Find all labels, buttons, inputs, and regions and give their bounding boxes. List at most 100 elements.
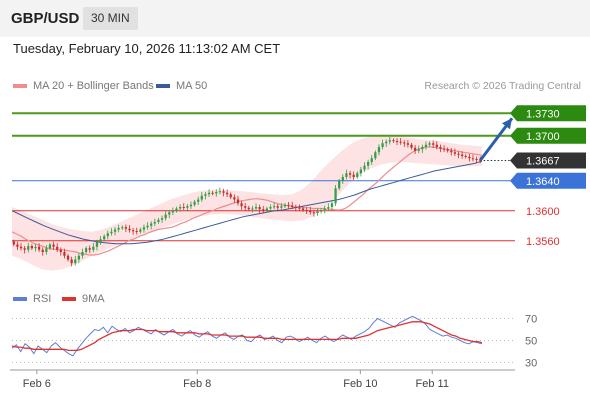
candle-body [468, 156, 471, 159]
candle-body [413, 147, 417, 151]
candle-body [247, 207, 250, 210]
rsi-swatch [13, 297, 27, 301]
candle-body [435, 144, 438, 147]
candle-body [182, 207, 185, 208]
candle-body [52, 244, 55, 247]
candle-body [197, 199, 200, 202]
candle-body [95, 242, 99, 247]
candle-body [56, 246, 59, 250]
candle-body [150, 223, 153, 226]
candle-body [395, 141, 399, 142]
legend-ma50: MA 50 [156, 80, 207, 92]
candle-body [410, 144, 413, 148]
timeframe-button[interactable]: 30 MIN [83, 7, 138, 30]
candle-body [186, 206, 189, 208]
price-label: 1.3730 [526, 108, 560, 120]
candle-body [388, 140, 391, 142]
candle-body [233, 197, 236, 200]
candle-body [475, 159, 478, 160]
candle-body [175, 208, 178, 211]
candle-body [439, 147, 442, 149]
candle-body [421, 147, 424, 150]
price-label-bg [510, 127, 586, 144]
candle-body [392, 140, 395, 142]
symbol-title: GBP/USD [11, 10, 80, 27]
candle-body [428, 143, 431, 145]
candle-body [124, 227, 128, 229]
candle-body [403, 142, 406, 144]
candle-body [432, 143, 435, 145]
candle-body [381, 143, 384, 147]
candle-body [103, 236, 106, 240]
candle-body [99, 239, 102, 243]
candle-body [106, 233, 109, 237]
candle-body [359, 169, 363, 174]
candle-body [23, 248, 26, 250]
candle-body [280, 206, 283, 208]
candle-body [316, 211, 319, 213]
candle-body [153, 222, 156, 224]
candle-body [272, 206, 276, 208]
ma20-swatch [13, 84, 27, 88]
legend-ma20: MA 20 + Bollinger Bands [13, 80, 154, 92]
candle-body [330, 203, 334, 207]
x-tick-label: Feb 10 [343, 378, 377, 390]
ma20-line [11, 146, 483, 256]
rsi-line [11, 315, 483, 357]
candle-body [240, 203, 243, 207]
candle-body [77, 255, 81, 260]
candle-body [45, 248, 48, 252]
candle-body [319, 210, 323, 212]
price-label-bg [510, 105, 586, 122]
candle-body [121, 227, 124, 229]
candle-body [366, 162, 370, 166]
candle-body [81, 252, 84, 256]
rsi-tick-label: 50 [525, 336, 537, 348]
x-tick-label: Feb 8 [183, 378, 211, 390]
candle-body [92, 246, 95, 250]
price-label: 1.3667 [526, 156, 560, 168]
candle-body [399, 141, 402, 143]
candle-body [287, 204, 290, 206]
candle-body [446, 149, 449, 151]
candle-body [363, 165, 366, 170]
candle-body [157, 219, 160, 222]
candle-body [442, 148, 446, 150]
candle-body [139, 229, 142, 232]
candle-body [327, 207, 330, 209]
candle-body [135, 231, 138, 232]
candle-body [142, 227, 146, 230]
candle-body [193, 201, 196, 205]
legend-rsi-label: RSI [33, 293, 52, 305]
candle-body [34, 246, 37, 249]
candle-body [312, 212, 316, 214]
candle-body [283, 204, 287, 207]
candle-body [464, 156, 467, 157]
candle-body [341, 177, 344, 181]
price-label: 1.3600 [526, 206, 560, 218]
candle-body [269, 207, 272, 209]
credit-text: Research © 2026 Trading Central [424, 80, 581, 92]
candle-body [113, 229, 117, 232]
candle-body [236, 199, 240, 204]
candle-body [301, 208, 305, 210]
legend-ma20-label: MA 20 + Bollinger Bands [33, 80, 154, 92]
price-label-bg [510, 172, 586, 189]
candle-body [12, 241, 15, 245]
candle-body [204, 194, 207, 196]
candle-body [48, 244, 52, 249]
candle-body [305, 210, 308, 211]
candle-body [30, 246, 34, 249]
candle-body [352, 174, 355, 177]
candle-body [225, 192, 229, 195]
candle-body [254, 207, 258, 209]
candle-body [168, 212, 171, 215]
candle-body [457, 153, 460, 155]
candle-body [146, 225, 149, 228]
candle-body [323, 208, 326, 210]
candle-body [131, 230, 135, 232]
candle-body [178, 207, 182, 209]
candle-body [385, 141, 388, 144]
candle-body [229, 194, 232, 198]
